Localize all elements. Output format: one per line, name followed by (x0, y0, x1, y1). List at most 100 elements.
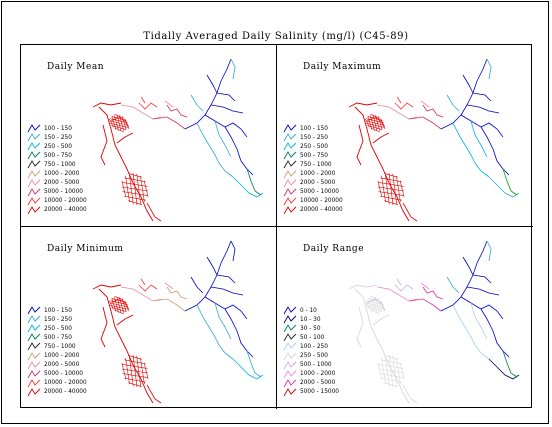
legend-swatch (283, 133, 297, 142)
channel-segment (128, 355, 134, 387)
channel-segment (111, 298, 127, 303)
channel-segment (367, 307, 383, 312)
legend-swatch (283, 178, 297, 187)
channel-segment (140, 278, 146, 286)
panel-title: Daily Minimum (47, 244, 124, 254)
channel-segment (146, 202, 162, 222)
legend-label: 500 - 750 (300, 152, 328, 159)
legend-swatch (27, 369, 41, 378)
legend-item: 5000 - 10000 (283, 187, 343, 197)
channel-segment (356, 306, 364, 348)
channel-segment (372, 296, 378, 314)
legend-label: 5000 - 15000 (300, 389, 339, 396)
channel-segment (146, 384, 162, 404)
channel-segment (396, 278, 402, 286)
legend-swatch (27, 351, 41, 360)
channel-segment (460, 114, 510, 176)
legend-label: 20000 - 40000 (44, 207, 87, 214)
channel-segment (111, 125, 127, 130)
channel-segment (116, 296, 122, 314)
channel-segment (376, 286, 418, 302)
legend-label: 150 - 250 (300, 134, 328, 141)
channel-segment (377, 116, 383, 130)
channel-segment (446, 94, 460, 112)
channel-segment (365, 118, 370, 128)
legend-item: 2000 - 5000 (283, 178, 343, 188)
channel-segment (214, 120, 232, 158)
legend-item: 1000 - 2000 (27, 351, 87, 360)
channel-segment (206, 256, 218, 276)
legend: 100 - 150 150 - 250 250 - 500 500 - 750 750 … (283, 124, 343, 215)
channel-segment (380, 177, 402, 183)
legend-item: 500 - 750 (283, 151, 343, 160)
channel-segment (367, 116, 383, 121)
channel-segment (380, 195, 402, 201)
channel-segment (372, 114, 378, 132)
legend-label: 10000 - 20000 (44, 198, 87, 205)
channel-segment (121, 362, 127, 380)
legend-swatch (283, 187, 297, 196)
channel-segment (136, 355, 142, 387)
channel-segment (422, 286, 444, 300)
channel-segment (246, 350, 262, 378)
channel-segment (370, 297, 375, 313)
channel-segment (125, 357, 130, 385)
channel-segment (116, 314, 134, 326)
channel-segment (396, 175, 401, 203)
channel-segment (486, 240, 492, 262)
legend-swatch (283, 342, 297, 351)
channel-segment (375, 297, 380, 313)
legend-label: 1000 - 2000 (300, 171, 336, 178)
channel-segment (121, 298, 127, 312)
channel-segment (392, 173, 398, 205)
channel-segment (378, 191, 404, 196)
channel-segment (370, 309, 380, 315)
legend-label: 2000 - 5000 (44, 362, 80, 369)
channel-segment (216, 92, 236, 102)
legend: 100 - 150 150 - 250 250 - 500 500 - 750 750 … (27, 124, 87, 215)
channel-segment (184, 58, 232, 130)
channel-segment (356, 124, 364, 166)
legend-label: 0 - 10 (300, 307, 317, 314)
legend-label: 250 - 500 (44, 325, 72, 332)
legend-label: 750 - 1000 (300, 161, 332, 168)
network-map (348, 240, 520, 404)
channel-segment (377, 362, 383, 380)
legend-item: 100 - 250 (283, 342, 339, 351)
channel-segment (124, 195, 146, 201)
channel-segment (230, 240, 236, 262)
panel-grid: Daily Mean 100 - 150 150 - 250 250 - 500 50… (20, 44, 533, 409)
channel-segment (366, 122, 384, 128)
channel-segment (466, 104, 500, 114)
channel-segment (92, 102, 122, 108)
legend-swatch (27, 360, 41, 369)
channel-segment (394, 102, 414, 110)
legend-swatch (283, 206, 297, 215)
channel-segment (120, 104, 162, 120)
channel-segment (114, 127, 124, 133)
channel-segment (124, 118, 129, 128)
legend-item: 5000 - 15000 (283, 388, 339, 397)
channel-segment (143, 362, 149, 380)
legend-swatch (27, 333, 41, 342)
channel-segment (370, 295, 380, 301)
channel-segment (480, 122, 504, 138)
legend: 0 - 10 10 - 30 30 - 50 50 - 100 100 - 250 250… (283, 306, 339, 397)
legend-item: 750 - 1000 (27, 342, 87, 351)
channel-segment (367, 298, 373, 312)
channel-segment (120, 286, 162, 302)
legend-swatch (283, 378, 297, 388)
legend-label: 50 - 100 (300, 334, 325, 341)
channel-segment (452, 122, 490, 178)
legend-item: 5000 - 10000 (27, 369, 87, 379)
channel-segment (378, 373, 404, 378)
legend-item: 10 - 30 (283, 315, 339, 324)
channel-segment (190, 94, 204, 112)
channel-segment (114, 297, 119, 313)
channel-segment (111, 116, 127, 121)
legend-label: 100 - 150 (300, 125, 328, 132)
channel-segment (138, 102, 158, 110)
legend-item: 500 - 750 (27, 151, 87, 160)
legend-swatch (283, 169, 297, 178)
channel-segment (92, 284, 122, 290)
